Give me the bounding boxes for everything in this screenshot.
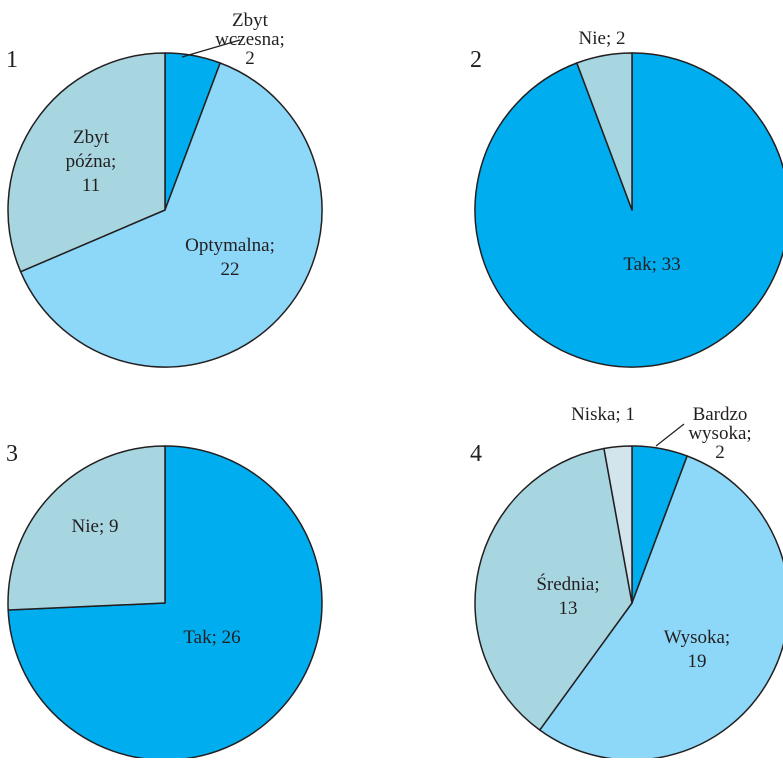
pie2-label-nie: Nie; 2 (579, 28, 626, 49)
pie4-label-srednia: Średnia; 13 (536, 573, 599, 619)
pie-chart-4: 4 Bardzo wysoka; 2 Wysoka; 19 Średnia; 13 Niska… (470, 404, 783, 761)
pie4-slice-niska (603, 445, 633, 604)
panel-number-4: 4 (470, 441, 482, 467)
pie-chart-1: 1 Zbyt wczesna; 2 Optymalna; 22 Zbyt późna; 11 (6, 10, 323, 368)
pie4-slice-srednia (474, 447, 633, 731)
pie1-label-zbyt-pozna: Zbyt późna; 11 (66, 127, 117, 196)
pie2-label-tak: Tak; 33 (623, 254, 680, 275)
pie4-leader-bardzo-wysoka (655, 423, 685, 447)
pie1-slice-zbyt-pozna (7, 52, 166, 273)
pie3-label-tak: Tak; 26 (183, 627, 240, 648)
panel-number-1: 1 (6, 47, 18, 73)
pie2-slice-tak (474, 52, 783, 368)
pie4-label-wysoka: Wysoka; 19 (664, 627, 730, 672)
pie3-label-nie: Nie; 9 (72, 516, 119, 537)
pie1-slice-optymalna (19, 62, 323, 368)
pie1-label-zbyt-wczesna: Zbyt wczesna; 2 (215, 10, 285, 69)
pie1-leader-zbyt-wczesna (181, 39, 241, 58)
panel-number-3: 3 (6, 441, 18, 467)
pie1-label-optymalna: Optymalna; 22 (185, 235, 275, 280)
panel-number-2: 2 (470, 47, 482, 73)
pie2-slice-nie (576, 52, 633, 211)
pie4-label-niska: Niska; 1 (571, 404, 635, 425)
pie-chart-2: 2 Tak; 33 Nie; 2 (470, 28, 783, 368)
pie4-label-bardzo-wysoka: Bardzo wysoka; 2 (688, 404, 751, 463)
pie-chart-3: 3 Tak; 26 Nie; 9 (6, 441, 323, 761)
pie3-slice-nie (7, 445, 166, 611)
